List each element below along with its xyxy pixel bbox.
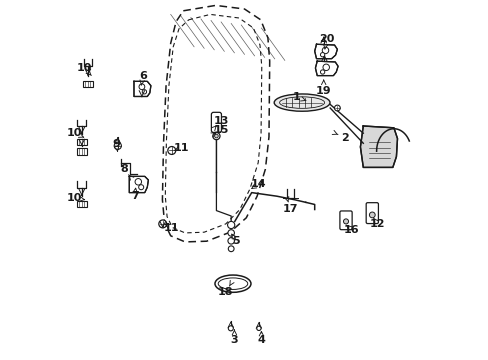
Ellipse shape bbox=[274, 94, 329, 111]
Circle shape bbox=[227, 230, 234, 236]
Polygon shape bbox=[134, 81, 151, 96]
Bar bbox=[82, 81, 93, 87]
Text: 3: 3 bbox=[230, 335, 238, 345]
Polygon shape bbox=[315, 61, 337, 76]
FancyBboxPatch shape bbox=[339, 211, 351, 230]
Text: 10: 10 bbox=[77, 63, 92, 73]
Text: 1: 1 bbox=[292, 92, 300, 102]
Circle shape bbox=[320, 70, 324, 74]
Circle shape bbox=[256, 326, 261, 330]
Circle shape bbox=[368, 212, 374, 218]
Text: 16: 16 bbox=[343, 225, 359, 235]
Circle shape bbox=[228, 326, 233, 331]
Text: 5: 5 bbox=[232, 236, 240, 246]
Circle shape bbox=[167, 147, 175, 154]
Text: 9: 9 bbox=[112, 139, 120, 149]
Text: 19: 19 bbox=[315, 86, 331, 96]
Circle shape bbox=[322, 64, 329, 71]
Text: 2: 2 bbox=[340, 132, 348, 143]
Polygon shape bbox=[360, 126, 397, 167]
Text: 12: 12 bbox=[369, 219, 385, 229]
Circle shape bbox=[214, 134, 218, 138]
Circle shape bbox=[142, 90, 146, 94]
Ellipse shape bbox=[218, 278, 247, 289]
Text: 10: 10 bbox=[67, 128, 82, 138]
Text: 14: 14 bbox=[250, 179, 265, 189]
Bar bbox=[77, 201, 87, 207]
Text: 10: 10 bbox=[67, 193, 82, 203]
FancyBboxPatch shape bbox=[211, 112, 221, 132]
Circle shape bbox=[228, 246, 234, 252]
Polygon shape bbox=[129, 176, 148, 193]
Circle shape bbox=[212, 132, 220, 140]
Text: 4: 4 bbox=[257, 335, 265, 345]
Circle shape bbox=[139, 185, 143, 190]
Text: 13: 13 bbox=[213, 116, 228, 126]
Circle shape bbox=[322, 47, 328, 54]
Circle shape bbox=[227, 238, 234, 244]
Circle shape bbox=[159, 220, 166, 228]
Text: 8: 8 bbox=[120, 164, 127, 174]
Circle shape bbox=[343, 219, 348, 224]
Ellipse shape bbox=[215, 275, 250, 292]
Text: 6: 6 bbox=[139, 71, 146, 81]
FancyBboxPatch shape bbox=[366, 203, 378, 224]
Bar bbox=[77, 139, 87, 145]
Text: 17: 17 bbox=[282, 204, 298, 214]
Circle shape bbox=[139, 84, 144, 90]
Polygon shape bbox=[314, 44, 337, 59]
Text: 7: 7 bbox=[131, 191, 138, 201]
Text: 11: 11 bbox=[173, 143, 189, 153]
Circle shape bbox=[334, 105, 340, 111]
Circle shape bbox=[320, 53, 324, 57]
Circle shape bbox=[114, 142, 121, 149]
Circle shape bbox=[227, 221, 234, 229]
Text: 20: 20 bbox=[318, 34, 334, 44]
Text: 15: 15 bbox=[213, 125, 228, 135]
Text: 18: 18 bbox=[218, 287, 233, 297]
Text: 11: 11 bbox=[163, 222, 179, 233]
Circle shape bbox=[135, 179, 141, 185]
Bar bbox=[77, 148, 87, 155]
